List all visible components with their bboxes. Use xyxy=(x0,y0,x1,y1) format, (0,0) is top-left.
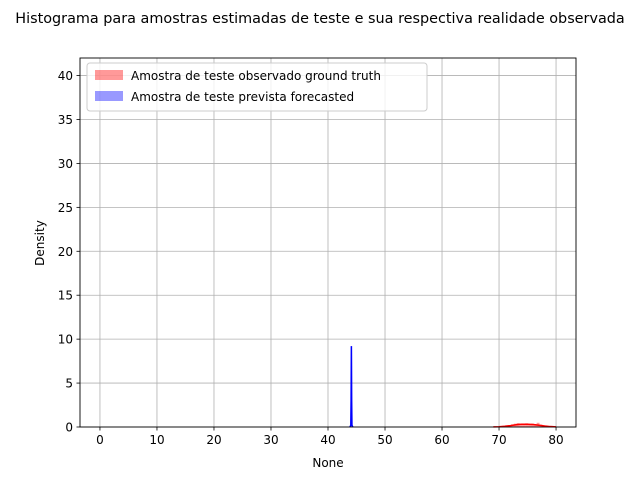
x-tick-label: 60 xyxy=(434,433,449,447)
x-axis: 0 10 20 30 40 50 60 70 80 xyxy=(96,427,564,447)
chart-title: Histograma para amostras estimadas de te… xyxy=(15,11,625,27)
legend-label-forecasted: Amostra de teste prevista forecasted xyxy=(131,90,354,104)
y-tick-label: 25 xyxy=(58,201,73,215)
y-tick-label: 10 xyxy=(58,333,73,347)
density-curve xyxy=(349,346,354,428)
y-tick-label: 20 xyxy=(58,245,73,259)
y-tick-label: 15 xyxy=(58,289,73,303)
y-axis-label: Density xyxy=(33,220,47,266)
legend: Amostra de teste observado ground truth … xyxy=(86,62,428,112)
legend-swatch-observed xyxy=(95,70,123,80)
legend-swatch-forecasted xyxy=(95,91,123,101)
x-tick-label: 80 xyxy=(548,433,563,447)
density-curve xyxy=(493,423,557,428)
x-axis-label: None xyxy=(312,456,343,470)
bars xyxy=(351,346,557,427)
y-tick-label: 40 xyxy=(58,69,73,83)
legend-frame xyxy=(86,62,428,112)
x-tick-label: 20 xyxy=(206,433,221,447)
y-tick-label: 30 xyxy=(58,157,73,171)
histogram-bar xyxy=(528,424,531,427)
histogram-bar xyxy=(530,423,534,427)
x-tick-label: 10 xyxy=(149,433,164,447)
legend-label-observed: Amostra de teste observado ground truth xyxy=(131,69,381,83)
y-tick-label: 35 xyxy=(58,113,73,127)
grid-lines xyxy=(80,58,576,428)
x-tick-label: 70 xyxy=(491,433,506,447)
y-axis: 0 5 10 15 20 25 30 35 40 xyxy=(58,69,80,435)
histogram-bar xyxy=(525,423,529,427)
histogram-bar xyxy=(519,423,523,427)
x-tick-label: 0 xyxy=(96,433,104,447)
x-tick-label: 40 xyxy=(320,433,335,447)
y-tick-label: 0 xyxy=(65,421,73,435)
x-tick-label: 30 xyxy=(263,433,278,447)
histogram-bar xyxy=(522,423,526,427)
density-curves xyxy=(349,346,557,428)
y-tick-label: 5 xyxy=(65,377,73,391)
histogram-bar xyxy=(533,424,537,427)
x-tick-label: 50 xyxy=(377,433,392,447)
